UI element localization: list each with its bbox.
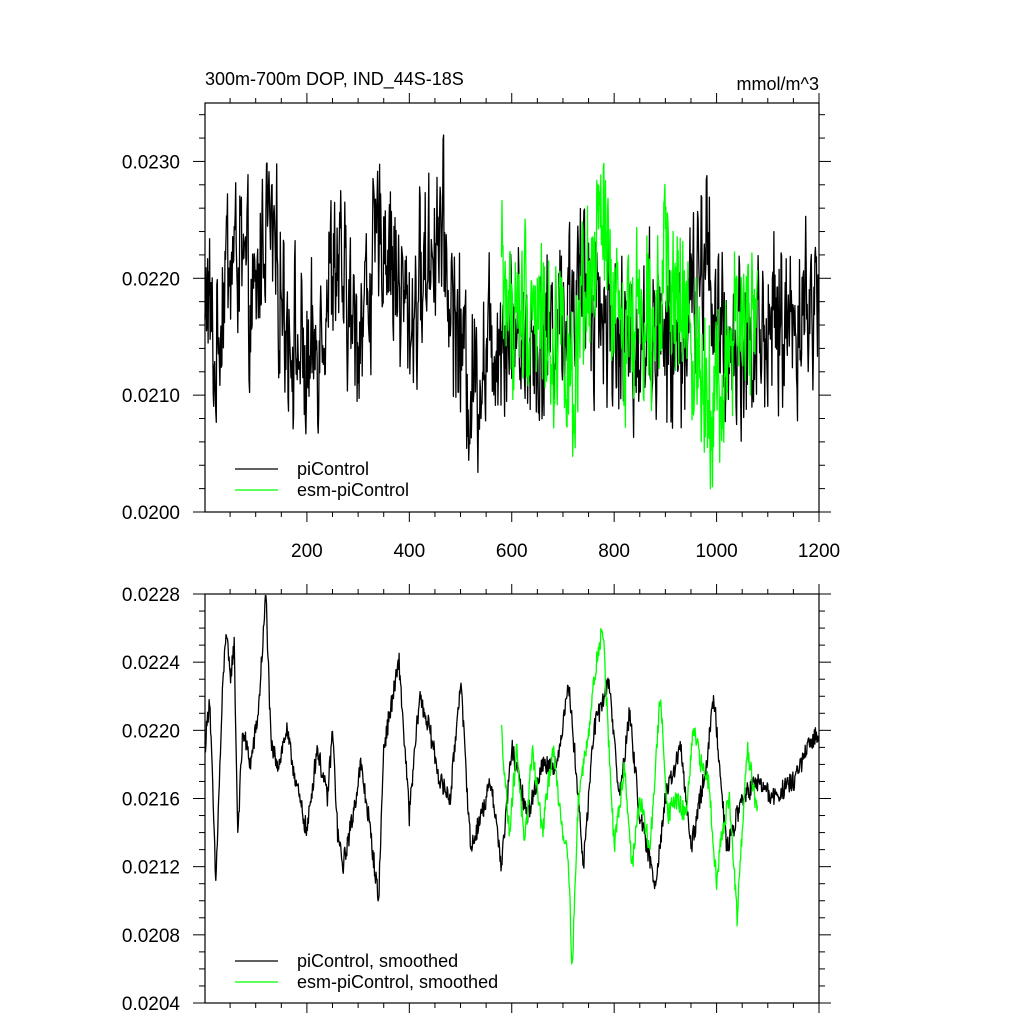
bottom-y-tick-label: 0.0224 — [122, 653, 181, 674]
top-chart-title: 300m-700m DOP, IND_44S-18S — [205, 69, 464, 90]
bottom-y-tick-label: 0.0212 — [122, 858, 180, 879]
top-x-tick-label: 1000 — [695, 541, 737, 562]
bottom-y-tick-label: 0.0216 — [122, 790, 180, 811]
top-legend-label-picontrol: piControl — [297, 459, 369, 479]
top-legend-label-esm-picontrol: esm-piControl — [297, 480, 409, 500]
bottom-ticks-group: 0.0204 0.0208 0.0212 0.0216 0.0220 0.0224 0.02… — [122, 584, 831, 1015]
bottom-legend-label-esm-picontrol: esm-piControl, smoothed — [297, 972, 498, 992]
bottom-series-group — [204, 594, 820, 965]
top-x-tick-label: 1200 — [798, 541, 840, 562]
top-series-line-picontrol — [204, 134, 820, 474]
top-x-tick-label: 600 — [496, 541, 528, 562]
top-y-tick-label: 0.0210 — [122, 386, 180, 407]
top-x-tick-label: 800 — [598, 541, 630, 562]
bottom-series-line-picontrol — [204, 594, 820, 902]
bottom-y-tick-label: 0.0220 — [122, 721, 180, 742]
top-units-label: mmol/m^3 — [737, 74, 819, 94]
top-ticks-group: 200 400 600 800 1000 1200 0.0200 0.0210 0.0220 0.… — [122, 93, 840, 562]
bottom-y-tick-label: 0.0204 — [122, 994, 181, 1015]
bottom-series-line-esm-picontrol — [500, 628, 759, 965]
top-series-group — [204, 134, 820, 490]
top-x-tick-label: 200 — [291, 541, 323, 562]
bottom-legend: piControl, smoothed esm-piControl, smoot… — [235, 951, 498, 992]
top-y-tick-label: 0.0200 — [122, 503, 180, 524]
bottom-panel: 0.0204 0.0208 0.0212 0.0216 0.0220 0.0224 0.02… — [122, 584, 831, 1015]
bottom-y-tick-label: 0.0228 — [122, 585, 180, 606]
bottom-legend-label-picontrol: piControl, smoothed — [297, 951, 458, 971]
top-series-line-esm-picontrol — [500, 162, 759, 490]
top-legend: piControl esm-piControl — [235, 459, 409, 500]
top-panel: 200 400 600 800 1000 1200 0.0200 0.0210 0.0220 0.… — [122, 69, 840, 562]
top-y-tick-label: 0.0220 — [122, 269, 180, 290]
top-x-tick-label: 400 — [393, 541, 425, 562]
bottom-y-tick-label: 0.0208 — [122, 926, 180, 947]
top-y-tick-label: 0.0230 — [122, 152, 180, 173]
